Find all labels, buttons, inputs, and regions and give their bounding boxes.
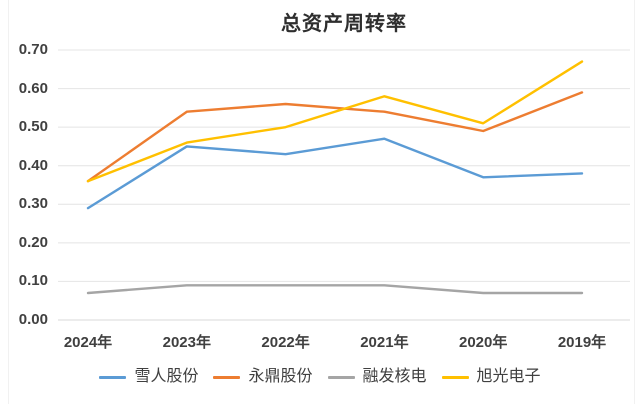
series-line-2 <box>86 284 584 295</box>
legend-label: 永鼎股份 <box>248 368 313 385</box>
legend-item-0: 雪人股份 <box>99 366 198 388</box>
y-tick-label: 0.10 <box>18 272 48 290</box>
x-tick-label: 2019年 <box>557 334 607 351</box>
y-tick-label: 0.50 <box>18 118 48 136</box>
legend-item-2: 融发核电 <box>327 366 427 388</box>
y-tick-label: 0.00 <box>18 311 48 328</box>
legend-line-swatch <box>441 375 469 379</box>
series-line-1 <box>86 91 584 183</box>
x-tick-label: 2020年 <box>459 334 508 351</box>
x-tick-label: 2024年 <box>63 334 113 351</box>
y-tick-label: 0.20 <box>18 233 48 251</box>
legend-item-1: 永鼎股份 <box>213 366 313 388</box>
legend-label: 旭光电子 <box>476 368 541 385</box>
y-tick-label: 0.40 <box>18 156 48 174</box>
legend-label: 雪人股份 <box>134 368 199 385</box>
series-line-0 <box>86 137 584 210</box>
legend-item-3: 旭光电子 <box>441 366 541 388</box>
x-tick-label: 2021年 <box>360 334 409 351</box>
legend-line-swatch <box>327 375 355 379</box>
legend-label: 融发核电 <box>362 368 427 385</box>
x-tick-label: 2023年 <box>162 334 211 351</box>
series-line-3 <box>86 60 584 183</box>
y-tick-label: 0.70 <box>18 41 48 58</box>
legend-line-swatch <box>213 375 241 379</box>
chart-title: 总资产周转率 <box>281 13 407 35</box>
y-tick-label: 0.60 <box>18 79 48 97</box>
x-tick-label: 2022年 <box>261 334 310 351</box>
worksheet-gridline-right <box>634 0 635 404</box>
worksheet-gridline-left <box>8 0 9 404</box>
y-tick-label: 0.30 <box>18 195 48 213</box>
legend: 雪人股份 永鼎股份 融发核电 旭光电子 <box>0 366 640 388</box>
legend-line-swatch <box>99 375 127 379</box>
